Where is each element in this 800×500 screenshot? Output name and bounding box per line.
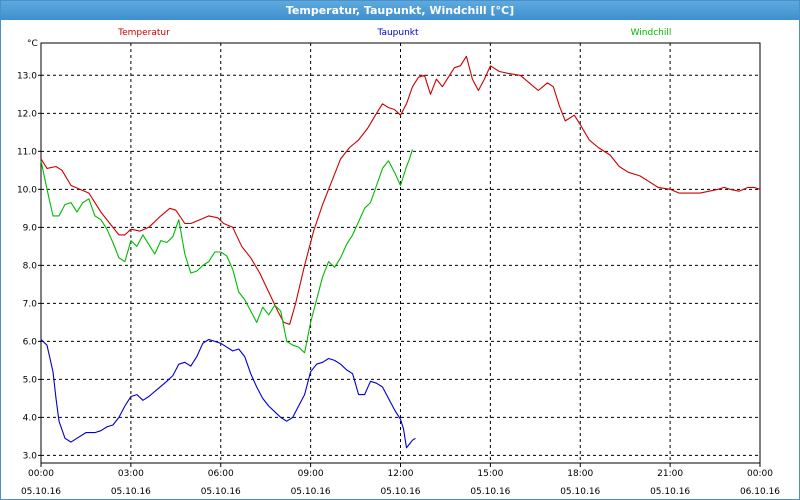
x-tick-time-label: 12:00 [388, 469, 414, 479]
y-tick-label: 6.0 [23, 337, 38, 347]
y-tick-label: 8.0 [23, 261, 38, 271]
legend-label-taupunkt: Taupunkt [376, 28, 419, 38]
y-tick-label: 4.0 [23, 413, 38, 423]
x-tick-time-label: 09:00 [298, 469, 324, 479]
y-tick-label: 10.0 [17, 185, 37, 195]
y-tick-label: 5.0 [23, 375, 38, 385]
y-tick-label: 9.0 [23, 223, 38, 233]
x-tick-date-label: 05.10.16 [650, 487, 690, 497]
y-tick-label: 12.0 [17, 109, 37, 119]
y-tick-label: 11.0 [17, 147, 37, 157]
y-tick-label: 13.0 [17, 71, 37, 81]
legend-label-windchill: Windchill [631, 28, 672, 38]
x-tick-date-label: 05.10.16 [291, 487, 331, 497]
series-line-temperatur [40, 55, 761, 325]
x-tick-time-label: 21:00 [657, 469, 683, 479]
x-tick-date-label: 05.10.16 [201, 487, 241, 497]
x-tick-time-label: 00:00 [747, 469, 773, 479]
x-tick-date-label: 05.10.16 [380, 487, 420, 497]
x-tick-date-label: 05.10.16 [111, 487, 151, 497]
window-title: Temperatur, Taupunkt, Windchill [°C] [1, 1, 799, 20]
x-tick-date-label: 05.10.16 [21, 487, 61, 497]
legend: Temperatur Taupunkt Windchill [117, 28, 671, 38]
grid [40, 43, 761, 463]
y-axis-unit-label: °C [27, 39, 38, 49]
x-tick-date-label: 05.10.16 [560, 487, 600, 497]
x-tick-time-label: 00:00 [28, 469, 54, 479]
series-line-taupunkt [40, 338, 416, 449]
y-tick-label: 3.0 [23, 451, 38, 461]
axes: 3.0 4.0 5.0 6.0 7.0 8.0 9.0 10.0 11.0 12.0 13.0 00:… [17, 39, 780, 497]
x-tick-date-label: 06.10.16 [740, 487, 780, 497]
x-tick-time-label: 06:00 [208, 469, 234, 479]
x-tick-time-label: 03:00 [118, 469, 144, 479]
y-tick-label: 7.0 [23, 299, 38, 309]
line-chart: 3.0 4.0 5.0 6.0 7.0 8.0 9.0 10.0 11.0 12.0 13.0 00:… [17, 28, 780, 497]
x-tick-time-label: 18:00 [567, 469, 593, 479]
series-line-windchill [40, 149, 414, 354]
legend-label-temperatur: Temperatur [117, 28, 170, 38]
x-tick-date-label: 05.10.16 [470, 487, 510, 497]
series-group [40, 55, 761, 449]
x-tick-time-label: 15:00 [477, 469, 503, 479]
